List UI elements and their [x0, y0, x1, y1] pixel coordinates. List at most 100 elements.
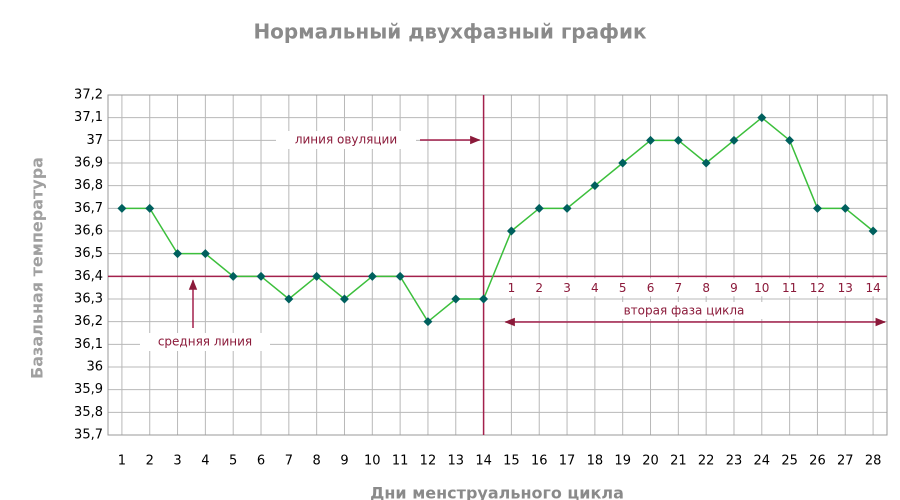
phase-day-label: 11 [782, 281, 797, 295]
y-tick-label: 36,4 [74, 269, 103, 284]
x-tick-label: 26 [809, 454, 826, 469]
x-tick-label: 24 [754, 454, 771, 469]
x-tick-label: 12 [420, 454, 437, 469]
y-tick-label: 37,1 [74, 110, 103, 125]
x-tick-label: 8 [313, 454, 321, 469]
data-point [200, 249, 210, 259]
data-point [534, 203, 544, 213]
phase-day-label: 13 [838, 281, 853, 295]
phase-day-box [668, 278, 689, 297]
data-point [256, 271, 266, 281]
data-point [312, 271, 322, 281]
phase-day-label: 3 [563, 281, 571, 295]
data-point [590, 181, 600, 191]
chart-title: Нормальный двухфазный график [253, 20, 647, 44]
data-point [646, 135, 656, 145]
data-point [228, 271, 238, 281]
x-tick-label: 3 [173, 454, 181, 469]
x-tick-label: 15 [503, 454, 520, 469]
data-point [145, 203, 155, 213]
x-tick-label: 18 [587, 454, 604, 469]
y-tick-label: 35,8 [74, 405, 103, 420]
x-tick-label: 19 [614, 454, 631, 469]
phase-day-box [557, 278, 578, 297]
x-tick-label: 6 [257, 454, 265, 469]
y-tick-label: 36,9 [74, 156, 103, 171]
phase-day-label: 7 [675, 281, 683, 295]
phase-day-label: 8 [702, 281, 710, 295]
data-point [618, 158, 628, 168]
x-tick-label: 5 [229, 454, 237, 469]
phase-day-box [835, 278, 856, 297]
x-tick-label: 23 [726, 454, 743, 469]
data-point [451, 294, 461, 304]
x-tick-label: 20 [642, 454, 659, 469]
data-point [367, 271, 377, 281]
y-tick-label: 36,6 [74, 224, 103, 239]
data-point [785, 135, 795, 145]
y-tick-label: 35,9 [74, 382, 103, 397]
x-tick-label: 27 [837, 454, 854, 469]
phase-day-box [501, 278, 522, 297]
x-tick-label: 9 [340, 454, 348, 469]
data-line [121, 116, 874, 323]
x-tick-label: 10 [364, 454, 381, 469]
phase-day-box [529, 278, 550, 297]
y-tick-label: 36,3 [74, 292, 103, 307]
x-tick-label: 2 [146, 454, 154, 469]
y-tick-label: 35,7 [74, 428, 103, 443]
phase-day-box [779, 278, 800, 297]
phase-day-box [723, 278, 744, 297]
data-point [173, 249, 183, 259]
data-point [117, 203, 127, 213]
phase-day-box [807, 278, 828, 297]
data-point [562, 203, 572, 213]
data-point [423, 317, 433, 327]
data-point [840, 203, 850, 213]
phase-day-label: 5 [619, 281, 627, 295]
x-tick-label: 1 [118, 454, 126, 469]
phase-day-box [612, 278, 633, 297]
plot-border [107, 94, 888, 436]
phase-day-label: 9 [730, 281, 738, 295]
phase-day-label: 1 [508, 281, 516, 295]
data-point [506, 226, 516, 236]
x-axis-title: Дни менструального цикла [370, 484, 624, 500]
data-point [812, 203, 822, 213]
data-point [757, 113, 767, 123]
phase-day-label: 14 [865, 281, 880, 295]
annotation-bg [600, 302, 770, 319]
phase-day-box [751, 278, 772, 297]
phase-day-label: 6 [647, 281, 655, 295]
y-tick-label: 36,7 [74, 201, 103, 216]
x-tick-label: 11 [392, 454, 409, 469]
data-point [395, 271, 405, 281]
phase-day-label: 2 [535, 281, 543, 295]
phase-day-label: 4 [591, 281, 599, 295]
x-tick-label: 4 [201, 454, 209, 469]
x-tick-label: 21 [670, 454, 687, 469]
annotation-bg [276, 131, 416, 149]
y-tick-label: 36,8 [74, 178, 103, 193]
y-tick-label: 36,1 [74, 337, 103, 352]
x-tick-label: 17 [559, 454, 576, 469]
x-tick-label: 28 [865, 454, 882, 469]
x-tick-label: 7 [285, 454, 293, 469]
phase-day-box [696, 278, 717, 297]
x-tick-label: 16 [531, 454, 548, 469]
phase2-annotation: вторая фаза цикла [624, 304, 745, 318]
x-tick-label: 25 [781, 454, 798, 469]
ovulation-annotation: линия овуляции [295, 133, 397, 147]
y-tick-label: 36 [86, 360, 103, 375]
y-tick-label: 36,2 [74, 314, 103, 329]
data-point [284, 294, 294, 304]
phase-day-box [640, 278, 661, 297]
x-tick-label: 22 [698, 454, 715, 469]
x-tick-label: 13 [447, 454, 464, 469]
phase-day-box [584, 278, 605, 297]
data-point [729, 135, 739, 145]
y-tick-label: 37,2 [74, 88, 103, 103]
data-point [479, 294, 489, 304]
cover-line-annotation: средняя линия [158, 335, 252, 349]
